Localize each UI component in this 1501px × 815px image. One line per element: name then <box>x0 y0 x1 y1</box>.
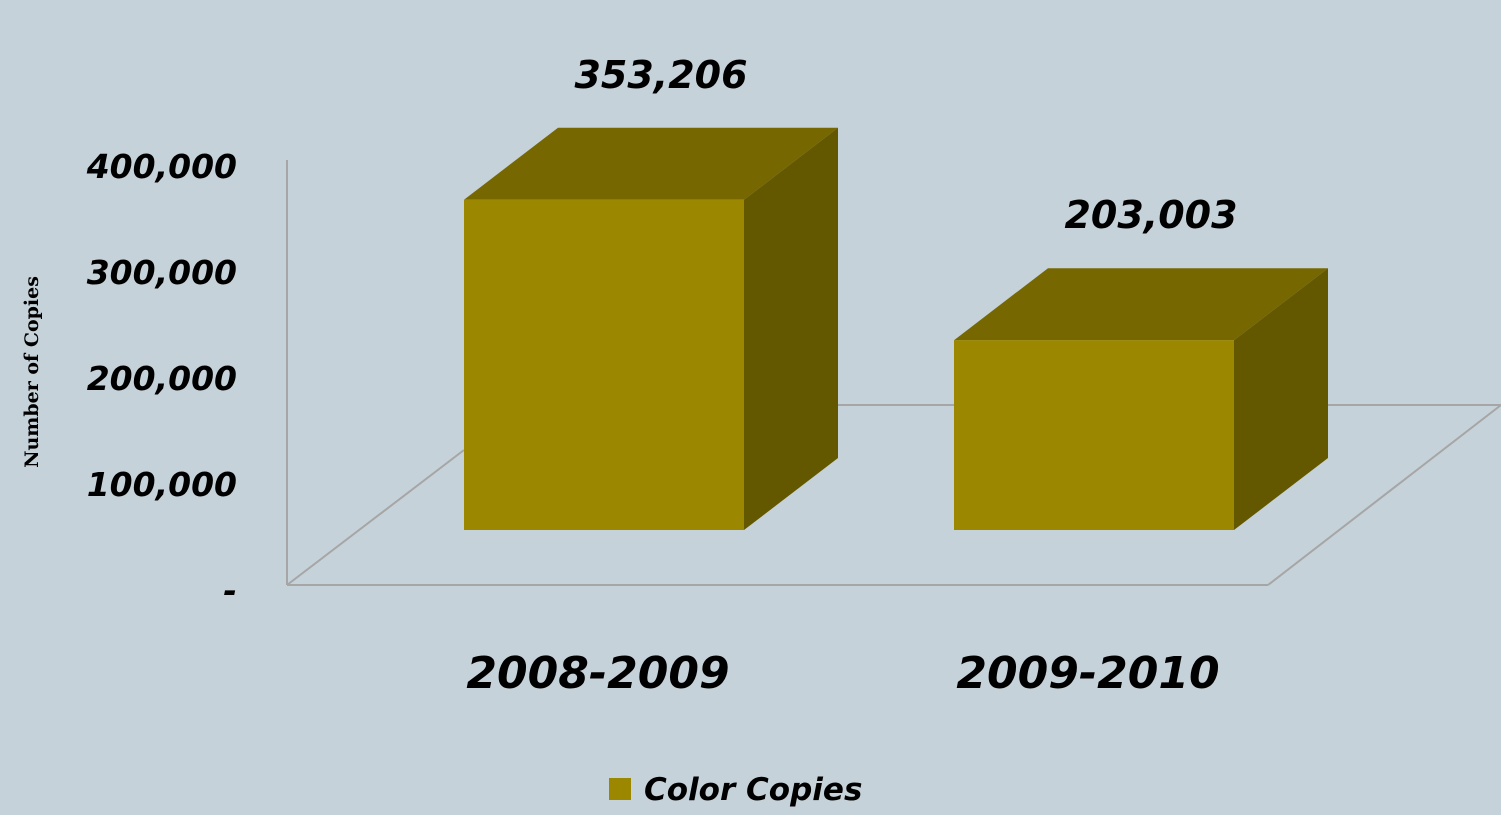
legend-swatch-color-copies <box>609 778 631 800</box>
bar-side-face <box>1234 268 1328 530</box>
bar-front-face <box>464 199 744 531</box>
y-tick-label: 400,000 <box>86 147 237 186</box>
floor-left-edge <box>286 449 465 586</box>
legend-label-color-copies: Color Copies <box>644 772 862 808</box>
y-tick-label: - <box>223 571 237 610</box>
bar-side-face <box>744 127 838 531</box>
y-axis-label: Number of Copies <box>21 276 43 468</box>
y-tick-label: 200,000 <box>87 359 237 398</box>
data-label: 203,003 <box>1064 193 1237 237</box>
x-tick-label: 2008-2009 <box>466 648 729 699</box>
x-tick-label: 2009-2010 <box>956 648 1219 699</box>
y-tick-label: 100,000 <box>87 465 237 504</box>
chart-walls <box>286 160 1501 586</box>
y-tick-label: 300,000 <box>87 253 237 292</box>
bar-2008-2009 <box>464 127 838 531</box>
data-labels: 353,206 203,003 <box>574 53 1237 237</box>
data-label: 353,206 <box>574 53 747 97</box>
bar-top-face <box>464 127 838 200</box>
x-tick-labels: 2008-2009 2009-2010 <box>466 648 1219 699</box>
bar-2009-2010 <box>954 268 1328 530</box>
bar-top-face <box>954 268 1328 341</box>
bars <box>464 127 1328 531</box>
bar-front-face <box>954 340 1234 530</box>
floor-right-edge <box>1267 404 1501 586</box>
y-tick-labels: - 100,000 200,000 300,000 400,000 <box>86 147 237 610</box>
legend: Color Copies <box>609 772 862 808</box>
